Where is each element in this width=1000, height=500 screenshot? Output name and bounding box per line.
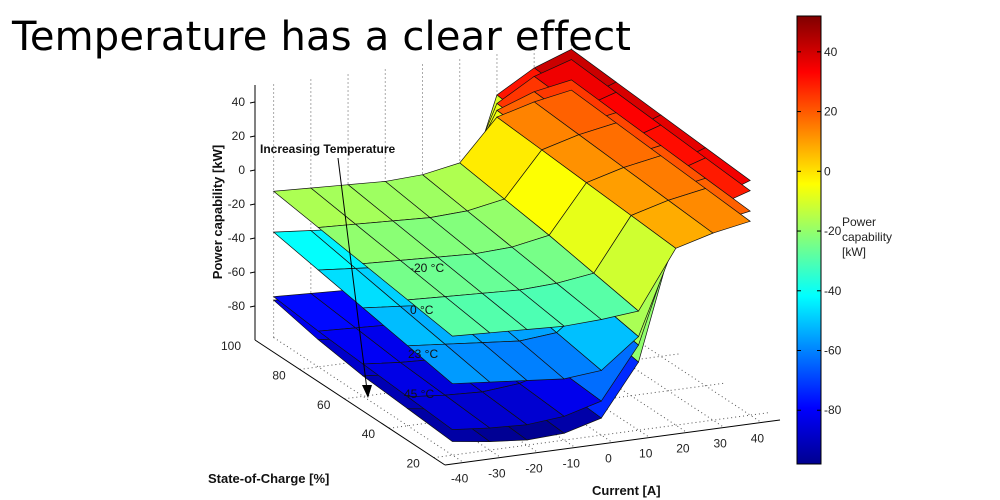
surface-label: 23 °C [408, 347, 438, 361]
colorbar-label: Power capability [kW] [842, 215, 895, 259]
current-tick-label: 20 [676, 442, 690, 456]
axes [254, 85, 781, 466]
current-tick-label: 0 [605, 452, 612, 466]
colorbar-tick-label: -80 [824, 403, 842, 417]
soc-tick-label: 80 [272, 368, 286, 382]
colorbar-tick-label: 0 [824, 164, 831, 178]
surface-patch [406, 394, 491, 430]
surface-label: 0 °C [410, 303, 434, 317]
surfaces [272, 48, 751, 442]
z-tick-label: -80 [228, 299, 246, 313]
current-tick-label: -30 [488, 467, 506, 481]
z-tick [249, 101, 256, 104]
z-tick-label: -20 [228, 197, 246, 211]
soc-tick-label: 20 [406, 457, 420, 471]
soc-axis [254, 339, 446, 466]
soc-tick-label: 40 [362, 427, 376, 441]
current-axis-label: Current [A] [592, 483, 661, 498]
current-tick-label: -40 [451, 472, 469, 486]
z-tick [249, 305, 256, 308]
grid-line [433, 412, 769, 459]
page-title: Temperature has a clear effect [12, 14, 632, 60]
surface--20C [272, 89, 751, 337]
z-tick [249, 237, 256, 240]
z-tick-label: -60 [228, 265, 246, 279]
current-axis [444, 419, 781, 466]
surface-patch [406, 296, 491, 337]
surface-label: 45 °C [404, 387, 434, 401]
current-tick-label: -20 [525, 462, 543, 476]
surface-labels: 45 °C 23 °C 0 °C -20 °C [404, 261, 444, 401]
z-tick [249, 271, 256, 274]
annotations: Increasing Temperature [260, 142, 395, 398]
annotation-arrow-line [337, 157, 368, 391]
z-tick-label: 20 [232, 129, 246, 143]
soc-tick-label: 100 [221, 339, 241, 353]
surface-label: -20 °C [410, 261, 444, 275]
annotation-increasing-temperature: Increasing Temperature [260, 142, 395, 156]
current-tick-label: 10 [639, 447, 653, 461]
colorbar-tick-label: -60 [824, 344, 842, 358]
annotation-arrow-head [362, 385, 372, 398]
z-tick [249, 135, 256, 138]
colorbar-tick-label: 20 [824, 105, 838, 119]
colorbar-tick-label: 40 [824, 45, 838, 59]
z-tick [249, 203, 256, 206]
colorbar-tick-label: -20 [824, 224, 842, 238]
power-axis-label: Power capability [kW] [210, 145, 225, 279]
current-tick-label: -10 [563, 457, 581, 471]
soc-tick-label: 60 [317, 398, 331, 412]
colorbar [796, 15, 822, 465]
colorbar-ticks: 40 20 0 -20 -40 -60 -80 [797, 45, 842, 417]
colorbar-tick-label: -40 [824, 284, 842, 298]
z-tick [249, 169, 256, 172]
soc-axis-label: State-of-Charge [%] [208, 471, 329, 486]
z-tick-label: 0 [238, 163, 245, 177]
current-tick-label: 40 [751, 432, 765, 446]
surface-patch [406, 343, 491, 385]
z-tick-label: -40 [228, 231, 246, 245]
z-tick-label: 40 [232, 95, 246, 109]
current-tick-label: 30 [713, 437, 727, 451]
